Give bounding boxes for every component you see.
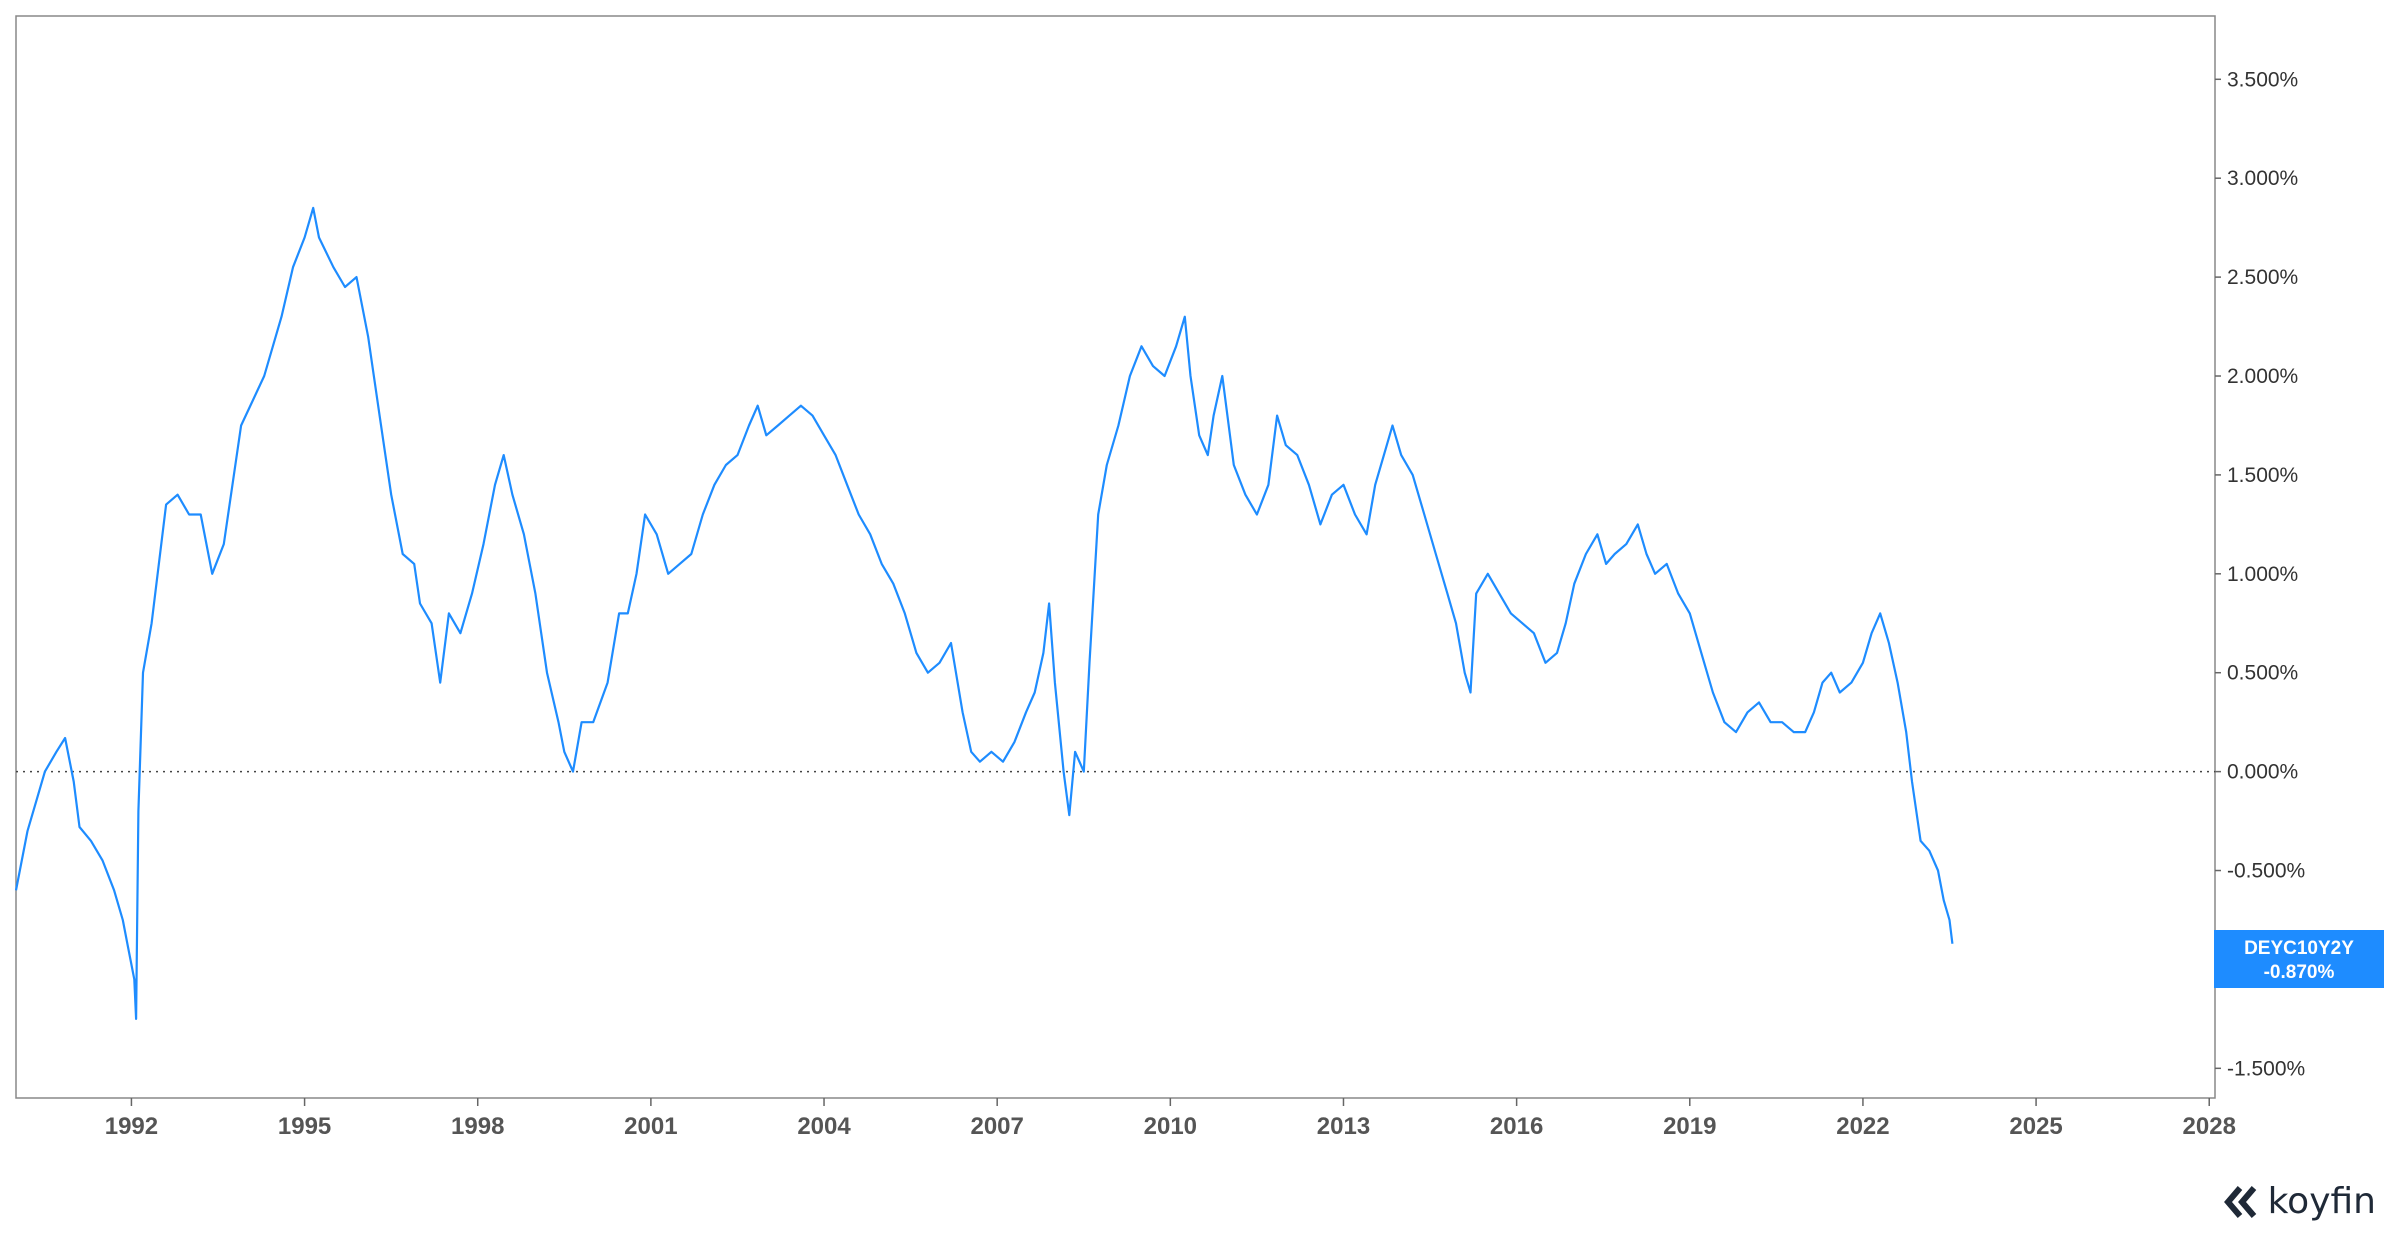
x-tick-label: 2016 — [1490, 1113, 1543, 1140]
y-tick-label: 3.500% — [2227, 68, 2298, 91]
x-tick-label: 2010 — [1144, 1113, 1197, 1140]
x-tick-label: 2022 — [1836, 1113, 1889, 1140]
x-tick-label: 2001 — [624, 1113, 677, 1140]
x-tick-label: 2004 — [797, 1113, 851, 1140]
last-value-badge-bg — [2214, 930, 2384, 988]
y-axis: 3.500% 3.000% 2.500% 2.000% 1.500% 1.000% 0.50… — [2215, 68, 2305, 1080]
x-tick-label: 2007 — [970, 1113, 1023, 1140]
plot-area — [14, 15, 2216, 1099]
series-name-label: DEYC10Y2Y — [2244, 938, 2354, 959]
y-tick-label: 2.500% — [2227, 266, 2298, 289]
plot-frame — [15, 15, 2216, 1099]
y-tick-label: -0.500% — [2227, 860, 2305, 883]
last-value-label: -0.870% — [2264, 962, 2335, 983]
y-tick-label: 3.000% — [2227, 167, 2298, 190]
koyfin-logo-icon — [2223, 1185, 2256, 1218]
series-line-deyc10y2y — [14, 206, 1954, 1020]
y-tick-label: 1.000% — [2227, 563, 2298, 586]
x-tick-label: 1998 — [451, 1113, 504, 1140]
x-tick-label: 1995 — [278, 1113, 331, 1140]
y-tick-label: 1.500% — [2227, 464, 2298, 487]
y-tick-label: 2.000% — [2227, 365, 2298, 388]
y-tick-label: -1.500% — [2227, 1057, 2305, 1080]
y-tick-label: 0.000% — [2227, 761, 2298, 784]
x-tick-label: 2025 — [2009, 1113, 2062, 1140]
koyfin-logo: koyfin — [2223, 1181, 2376, 1222]
x-tick-label: 2013 — [1317, 1113, 1370, 1140]
x-tick-label: 2028 — [2183, 1113, 2236, 1140]
last-value-badge: DEYC10Y2Y -0.870% — [2214, 930, 2384, 988]
x-axis: 1992 1995 1998 2001 2004 2007 2010 2013 2016 2019… — [105, 1098, 2236, 1140]
x-tick-label: 1992 — [105, 1113, 158, 1140]
x-tick-label: 2019 — [1663, 1113, 1716, 1140]
brand-name: koyfin — [2267, 1181, 2376, 1222]
y-tick-label: 0.500% — [2227, 662, 2298, 685]
